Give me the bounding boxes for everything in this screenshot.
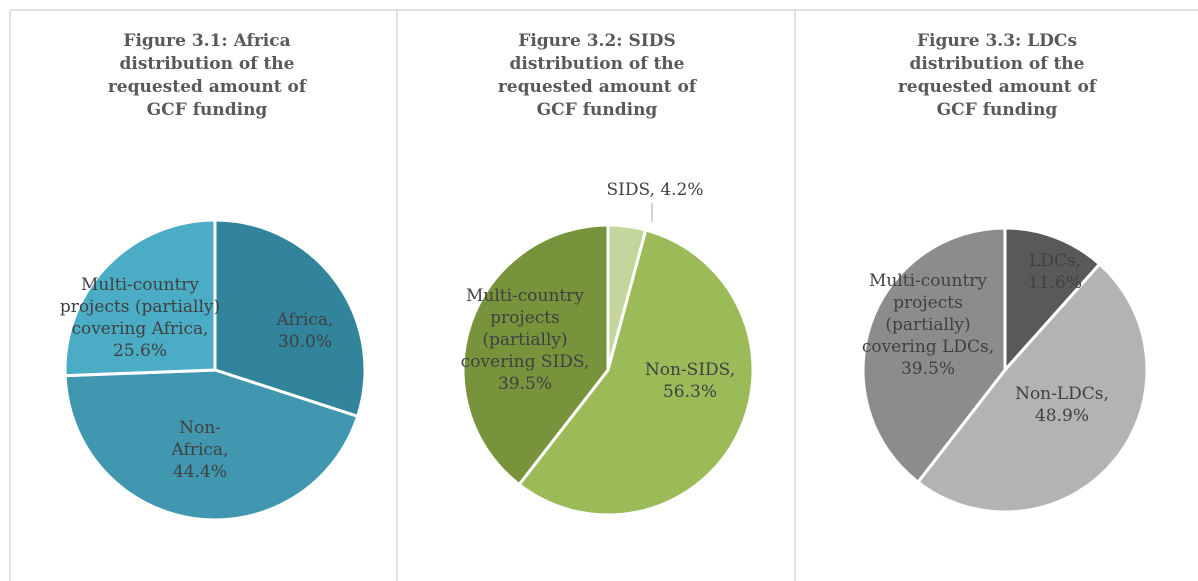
data-label: Non-Africa, 44.4% [171, 418, 229, 482]
pie-slice [915, 261, 1149, 514]
data-label: SIDS, 4.2% [606, 180, 704, 200]
data-label: Africa, 30.0% [276, 310, 334, 352]
pie-slice [861, 226, 1007, 485]
pie-slice [517, 228, 755, 517]
pie-slice [461, 223, 610, 487]
data-label: Non-LDCs, 48.9% [1015, 384, 1109, 426]
data-label: Multi-country projects (partially) cover… [861, 271, 995, 379]
data-label: Non-SIDS, 56.3% [644, 360, 736, 402]
chart-title: Figure 3.3: LDCs distribution of the req… [897, 31, 1097, 120]
pie-slice [213, 218, 367, 419]
chart-title: Figure 3.1: Africa distribution of the r… [107, 31, 307, 120]
data-label: Multi-country projects (partially) cover… [59, 275, 221, 361]
pie-slice [63, 218, 217, 378]
chart-title: Figure 3.2: SIDS distribution of the req… [497, 31, 697, 120]
data-label: Multi-country projects (partially) cover… [460, 286, 590, 394]
data-label: LDCs, 11.6% [1027, 251, 1082, 293]
pie-slice [63, 368, 360, 522]
pie-slice [1003, 226, 1102, 374]
table-borders [9, 9, 1198, 581]
